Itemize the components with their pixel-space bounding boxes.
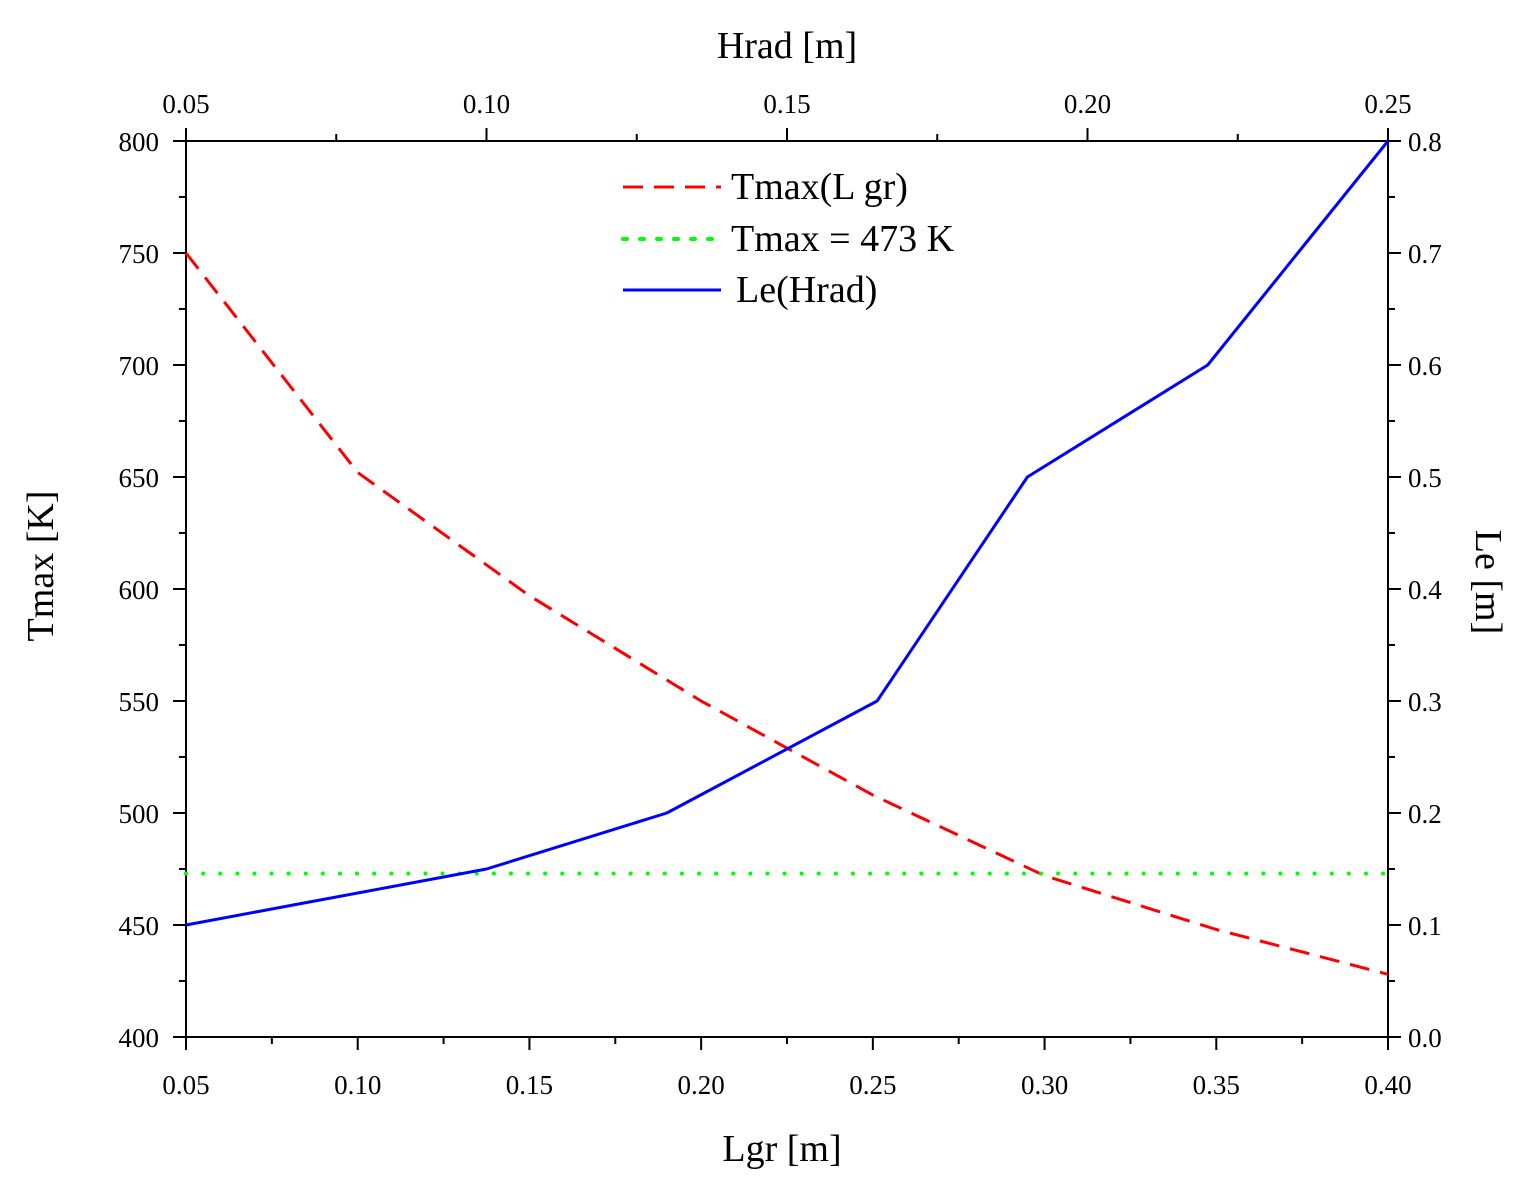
x-tick-label-bottom: 0.15 xyxy=(506,1070,553,1100)
x-axis-title-top: Hrad [m] xyxy=(717,25,857,67)
tick-labels: 0.05 0.10 0.15 0.20 0.25 0.30 0.35 0.400.05 0.10… xyxy=(119,89,1443,1100)
y-tick-label-right: 0.2 xyxy=(1408,799,1442,829)
x-tick-label-bottom: 0.30 xyxy=(1021,1070,1068,1100)
x-tick-label-top: 0.20 xyxy=(1064,89,1111,119)
y-tick-label-right: 0.8 xyxy=(1408,127,1442,157)
x-tick-label-top: 0.05 xyxy=(162,89,209,119)
x-tick-label-bottom: 0.25 xyxy=(849,1070,896,1100)
series-line-0 xyxy=(184,252,1389,976)
y-tick-label-left: 400 xyxy=(119,1023,160,1053)
legend-label-tmax-473: Tmax = 473 K xyxy=(731,218,955,260)
y-tick-label-left: 450 xyxy=(119,911,160,941)
x-tick-label-bottom: 0.35 xyxy=(1193,1070,1240,1100)
x-axis-title-bottom: Lgr [m] xyxy=(722,1128,841,1170)
y-tick-label-left: 700 xyxy=(119,351,160,381)
y-tick-label-left: 500 xyxy=(119,799,160,829)
y-axis-title-right: Le [m] xyxy=(1467,530,1509,634)
y-tick-label-left: 600 xyxy=(119,575,160,605)
y-tick-label-right: 0.1 xyxy=(1408,911,1442,941)
x-tick-label-top: 0.15 xyxy=(763,89,810,119)
legend-label-le-hrad: Le(Hrad) xyxy=(736,269,877,311)
x-tick-label-bottom: 0.40 xyxy=(1364,1070,1411,1100)
y-tick-label-right: 0.6 xyxy=(1408,351,1442,381)
legend-label-tmax-lgr: Tmax(L gr) xyxy=(731,166,908,208)
y-tick-label-left: 750 xyxy=(119,239,160,269)
x-tick-label-top: 0.10 xyxy=(463,89,510,119)
y-tick-label-right: 0.5 xyxy=(1408,463,1442,493)
axis-ticks xyxy=(173,128,1401,1050)
x-tick-label-bottom: 0.20 xyxy=(678,1070,725,1100)
x-tick-label-top: 0.25 xyxy=(1364,89,1411,119)
y-tick-label-right: 0.4 xyxy=(1408,575,1442,605)
y-tick-label-right: 0.7 xyxy=(1408,239,1442,269)
series-line-2 xyxy=(185,140,1390,927)
y-tick-label-right: 0.0 xyxy=(1408,1023,1442,1053)
y-axis-title-left: Tmax [K] xyxy=(20,491,62,642)
series-layer xyxy=(184,140,1390,976)
y-tick-label-left: 550 xyxy=(119,687,160,717)
x-tick-label-bottom: 0.10 xyxy=(334,1070,381,1100)
x-tick-label-bottom: 0.05 xyxy=(162,1070,209,1100)
legend: Tmax(L gr) Tmax = 473 K Le(Hrad) xyxy=(621,166,955,311)
y-tick-label-left: 650 xyxy=(119,463,160,493)
y-tick-label-right: 0.3 xyxy=(1408,687,1442,717)
y-tick-label-left: 800 xyxy=(119,127,160,157)
